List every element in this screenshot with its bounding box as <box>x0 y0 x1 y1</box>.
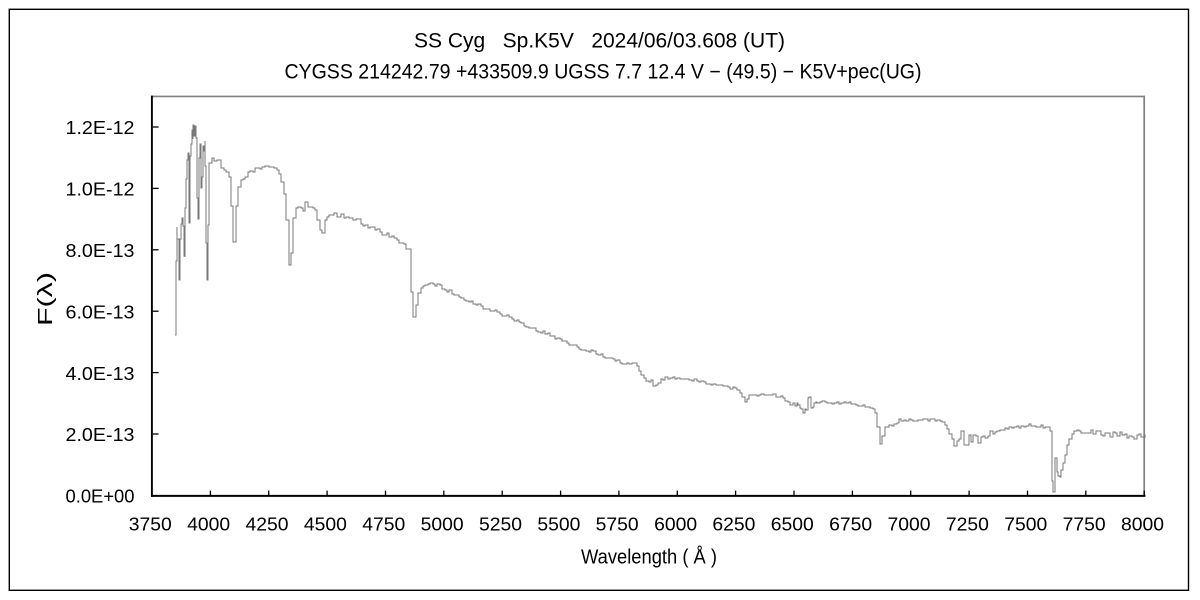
svg-text:7250: 7250 <box>946 515 989 535</box>
svg-text:7000: 7000 <box>888 515 931 535</box>
svg-text:4000: 4000 <box>187 515 230 535</box>
svg-text:5750: 5750 <box>596 515 639 535</box>
svg-text:8000: 8000 <box>1121 515 1164 535</box>
svg-text:4250: 4250 <box>246 515 289 535</box>
svg-text:CYGSS 214242.79 +433509.9 UGSS: CYGSS 214242.79 +433509.9 UGSS 7.7 12.4 … <box>285 61 922 84</box>
svg-text:7750: 7750 <box>1063 515 1106 535</box>
svg-text:2.0E-13: 2.0E-13 <box>66 425 135 445</box>
svg-text:7500: 7500 <box>1004 515 1047 535</box>
svg-text:Wavelength ( Å ): Wavelength ( Å ) <box>581 546 717 569</box>
svg-text:4500: 4500 <box>304 515 347 535</box>
svg-text:0.0E+00: 0.0E+00 <box>66 487 135 507</box>
svg-text:5250: 5250 <box>479 515 522 535</box>
svg-text:5500: 5500 <box>537 515 580 535</box>
svg-text:6250: 6250 <box>712 515 755 535</box>
svg-text:6500: 6500 <box>771 515 814 535</box>
svg-text:1.0E-12: 1.0E-12 <box>66 180 135 200</box>
svg-text:6000: 6000 <box>654 515 697 535</box>
svg-text:6.0E-13: 6.0E-13 <box>66 302 135 322</box>
svg-text:6750: 6750 <box>829 515 872 535</box>
svg-text:1.2E-12: 1.2E-12 <box>66 118 135 138</box>
svg-text:3750: 3750 <box>129 515 172 535</box>
svg-text:4.0E-13: 4.0E-13 <box>66 364 135 384</box>
svg-text:SS Cyg Sp.K5V 2024/06/03.6: SS Cyg Sp.K5V 2024/06/03.608 (UT) <box>414 30 785 53</box>
svg-text:F(λ): F(λ) <box>35 272 57 326</box>
svg-text:8.0E-13: 8.0E-13 <box>66 241 135 261</box>
svg-text:4750: 4750 <box>362 515 405 535</box>
svg-text:5000: 5000 <box>421 515 464 535</box>
